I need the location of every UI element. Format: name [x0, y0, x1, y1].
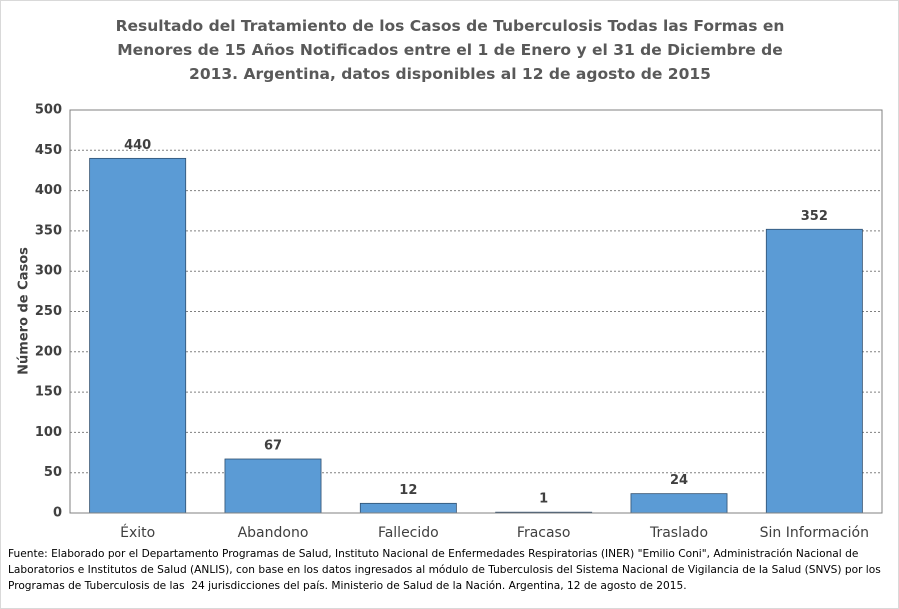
bar [630, 493, 728, 514]
chart-title: Resultado del Tratamiento de los Casos d… [115, 17, 785, 83]
y-tick-label: 400 [35, 183, 62, 198]
y-tick-label: 150 [35, 385, 62, 400]
data-label: 24 [670, 473, 688, 488]
y-tick-label: 350 [35, 223, 62, 238]
y-tick-label: 50 [44, 465, 62, 480]
bar [89, 157, 187, 514]
data-label: 1 [539, 492, 548, 507]
data-label: 67 [264, 438, 282, 453]
y-tick-label: 450 [35, 143, 62, 158]
x-tick-label: Fracaso [517, 525, 571, 540]
y-tick-label: 300 [35, 264, 62, 279]
bar [224, 458, 322, 514]
data-label: 12 [399, 483, 417, 498]
y-tick-label: 0 [53, 506, 62, 521]
y-axis-label: Número de Casos [17, 247, 32, 375]
data-label: 440 [124, 138, 151, 153]
y-tick-label: 500 [35, 103, 62, 118]
y-tick-label: 200 [35, 344, 62, 359]
source-note: Fuente: Elaborado por el Departamento Pr… [8, 548, 885, 592]
x-tick-label: Fallecido [378, 525, 439, 540]
x-tick-label: Éxito [120, 524, 155, 540]
x-tick-label: Traslado [649, 525, 708, 540]
chart: Número de Casos 0 50 100 150 200 250 300 350 400… [17, 103, 883, 540]
data-label: 352 [801, 209, 828, 224]
x-tick-label: Sin Información [760, 525, 869, 540]
bar [765, 228, 863, 514]
y-tick-label: 100 [35, 425, 62, 440]
bar [359, 502, 457, 514]
y-tick-label: 250 [35, 304, 62, 319]
x-tick-label: Abandono [238, 525, 309, 540]
